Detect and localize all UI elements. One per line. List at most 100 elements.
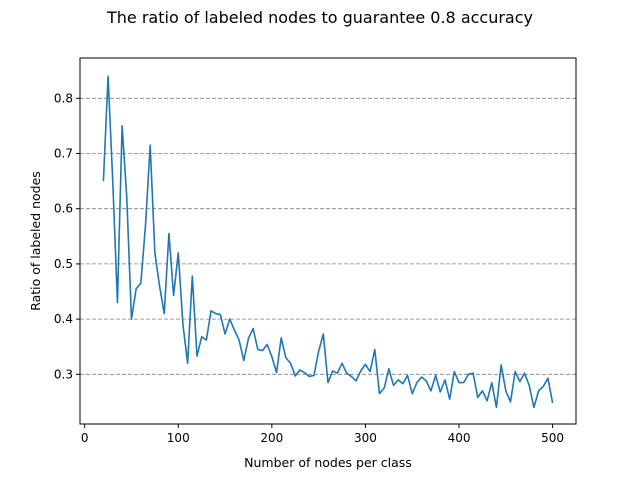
data-point (374, 349, 376, 351)
data-point (547, 377, 549, 379)
data-point (290, 362, 292, 364)
data-point (458, 382, 460, 384)
y-axis-label: Ratio of labeled nodes (28, 171, 43, 311)
data-point (112, 180, 114, 182)
data-point (220, 314, 222, 316)
data-point (477, 397, 479, 399)
x-tick-label: 400 (448, 431, 471, 445)
data-point (238, 339, 240, 341)
data-point (163, 313, 165, 315)
data-point (402, 383, 404, 385)
data-point (234, 329, 236, 331)
data-point (425, 380, 427, 382)
data-point (107, 75, 109, 77)
data-point (262, 350, 264, 352)
data-point (224, 333, 226, 335)
data-point (351, 376, 353, 378)
series-layer (102, 75, 554, 409)
data-point (154, 252, 156, 254)
data-point (308, 376, 310, 378)
data-point (121, 125, 123, 127)
data-point (407, 375, 409, 377)
y-tick-label: 0.3 (54, 367, 73, 381)
data-point (496, 407, 498, 409)
data-point (468, 374, 470, 376)
data-point (168, 233, 170, 235)
x-axis-label: Number of nodes per class (244, 455, 412, 470)
chart-title: The ratio of labeled nodes to guarantee … (106, 8, 533, 27)
data-point (463, 382, 465, 384)
data-point (524, 372, 526, 374)
data-point (388, 368, 390, 370)
data-point (341, 362, 343, 364)
data-point (135, 288, 137, 290)
data-point (491, 382, 493, 384)
y-tick-label: 0.5 (54, 257, 73, 271)
data-point (149, 144, 151, 146)
data-point (337, 372, 339, 374)
y-tick-label: 0.4 (54, 312, 73, 326)
data-point (454, 371, 456, 373)
data-point (360, 370, 362, 372)
data-point (369, 371, 371, 373)
data-point (276, 372, 278, 374)
data-point (510, 401, 512, 403)
data-point (126, 197, 128, 199)
data-point (159, 285, 161, 287)
data-point (533, 407, 535, 409)
data-point (271, 356, 273, 358)
data-point (365, 364, 367, 366)
data-point (229, 318, 231, 320)
data-point (192, 275, 194, 277)
data-point (145, 224, 147, 226)
data-point (201, 336, 203, 338)
data-point (379, 393, 381, 395)
data-point (435, 375, 437, 377)
y-tick-label: 0.8 (54, 91, 73, 105)
data-point (449, 398, 451, 400)
y-axis-ticks: 0.3 0.4 0.5 0.6 0.7 0.8 (54, 91, 80, 381)
data-point (117, 302, 119, 304)
x-axis-ticks: 0 100 200 300 400 500 (81, 424, 564, 445)
data-point (257, 349, 259, 351)
x-tick-label: 300 (354, 431, 377, 445)
data-point (528, 385, 530, 387)
data-point (332, 370, 334, 372)
data-point (486, 400, 488, 402)
data-point (383, 387, 385, 389)
data-point (514, 371, 516, 373)
data-point (187, 362, 189, 364)
data-point (140, 282, 142, 284)
y-tick-label: 0.7 (54, 147, 73, 161)
data-point (411, 393, 413, 395)
data-point (252, 328, 254, 330)
data-point (444, 379, 446, 381)
data-point (500, 364, 502, 366)
data-point (430, 390, 432, 392)
data-point (318, 350, 320, 352)
data-point (538, 390, 540, 392)
data-point (327, 382, 329, 384)
data-point (482, 390, 484, 392)
data-point (285, 357, 287, 359)
data-point (248, 338, 250, 340)
data-point (215, 313, 217, 315)
data-point (294, 375, 296, 377)
data-point (505, 390, 507, 392)
data-point (131, 318, 133, 320)
data-point (542, 386, 544, 388)
data-point (210, 310, 212, 312)
data-point (173, 295, 175, 297)
x-tick-label: 0 (81, 431, 89, 445)
x-tick-label: 100 (167, 431, 190, 445)
data-point (355, 380, 357, 382)
data-point (182, 324, 184, 326)
data-point (177, 252, 179, 254)
data-point (196, 355, 198, 357)
data-point (519, 381, 521, 383)
x-tick-label: 200 (260, 431, 283, 445)
data-point (346, 372, 348, 374)
data-point (304, 372, 306, 374)
data-point (421, 376, 423, 378)
